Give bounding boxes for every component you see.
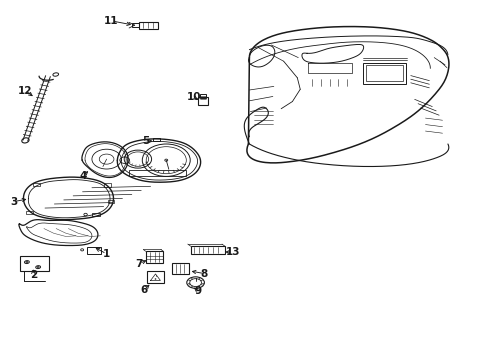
Text: 4: 4 [79, 171, 87, 181]
Bar [107, 200, 114, 203]
Text: 12: 12 [18, 86, 33, 96]
Bar [172, 263, 188, 274]
Text: 5: 5 [142, 136, 149, 146]
Bar [145, 251, 163, 263]
Bar [198, 97, 207, 105]
Bar [103, 183, 110, 187]
Bar [87, 247, 101, 254]
Text: 13: 13 [225, 247, 240, 257]
Text: 7: 7 [135, 258, 143, 269]
Text: 3: 3 [10, 197, 17, 207]
Bar [20, 256, 49, 271]
Bar [26, 211, 33, 214]
Text: 10: 10 [186, 92, 201, 102]
Bar [199, 94, 206, 98]
Bar [33, 183, 40, 186]
Bar [132, 23, 139, 27]
Bar [92, 213, 100, 216]
Bar [139, 22, 158, 29]
Text: 2: 2 [30, 270, 37, 280]
Text: 8: 8 [201, 269, 207, 279]
Bar [365, 65, 402, 81]
Text: 6: 6 [141, 285, 147, 295]
Text: 9: 9 [194, 286, 201, 296]
Bar [146, 271, 164, 283]
Bar [190, 246, 224, 254]
Bar [152, 138, 160, 141]
Text: 11: 11 [104, 16, 119, 26]
Text: 1: 1 [103, 249, 110, 259]
Bar [362, 63, 405, 84]
Bar [128, 170, 186, 176]
